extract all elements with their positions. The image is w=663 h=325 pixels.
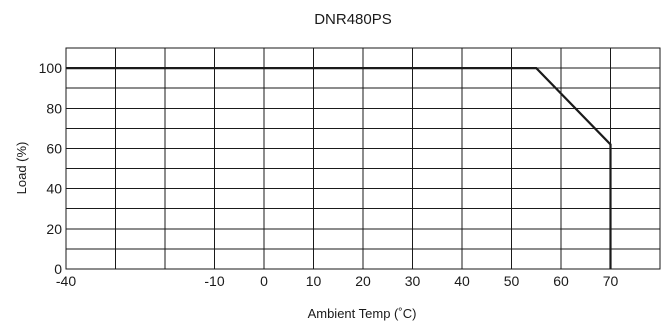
y-tick-labels: 0 20 40 60 80 100 <box>39 60 63 277</box>
y-tick-label: 0 <box>54 261 62 277</box>
x-tick-label: -40 <box>56 273 76 289</box>
x-tick-label: 10 <box>306 273 322 289</box>
x-tick-label: 40 <box>454 273 470 289</box>
grid-lines <box>65 47 661 270</box>
y-axis-label: Load (%) <box>14 142 29 195</box>
x-tick-label: 30 <box>405 273 421 289</box>
x-tick-label: 20 <box>355 273 371 289</box>
derating-curve <box>66 66 612 269</box>
x-tick-label: 70 <box>603 273 619 289</box>
plot-frame <box>65 47 661 270</box>
x-tick-label: -10 <box>204 273 224 289</box>
x-tick-label: 50 <box>504 273 520 289</box>
x-tick-label: 0 <box>260 273 268 289</box>
y-tick-label: 40 <box>46 181 62 197</box>
x-tick-labels: -40 -10 0 10 20 30 40 50 60 70 <box>56 273 619 289</box>
y-tick-label: 80 <box>46 100 62 116</box>
x-tick-label: 60 <box>553 273 569 289</box>
y-tick-label: 60 <box>46 140 62 156</box>
chart-title: DNR480PS <box>314 11 392 28</box>
y-tick-label: 100 <box>39 60 63 76</box>
y-tick-label: 20 <box>46 221 62 237</box>
x-axis-label: Ambient Temp (˚C) <box>308 306 417 321</box>
